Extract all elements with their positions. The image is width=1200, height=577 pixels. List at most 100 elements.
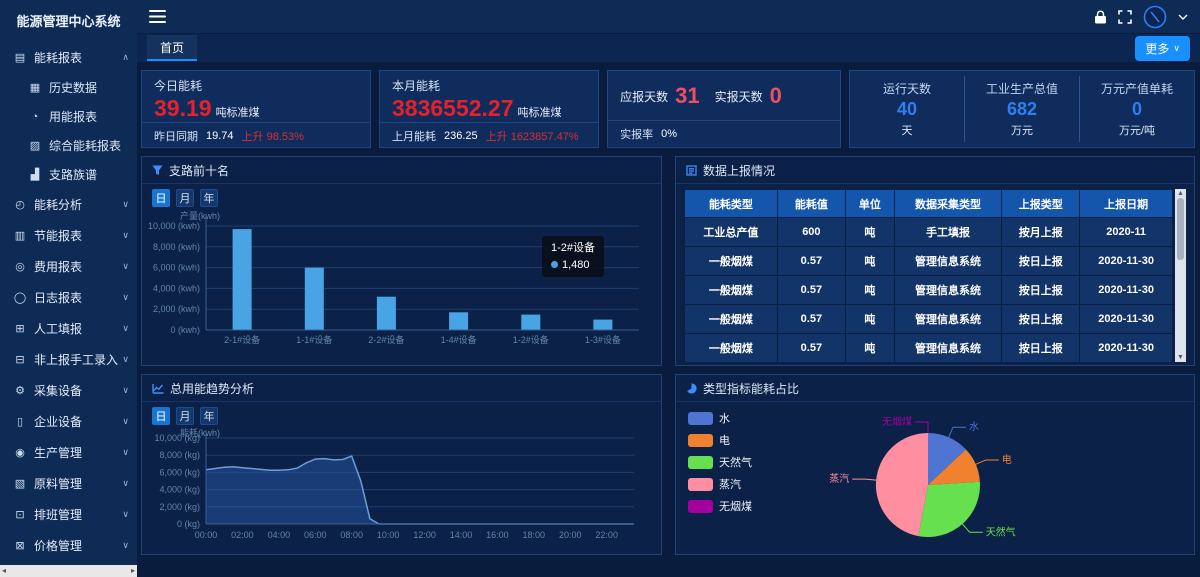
table-vertical-scrollbar[interactable]: ▲ ▼ [1175, 189, 1186, 362]
sidebar-subitem-用能报表[interactable]: ◔ 用能报表 [0, 102, 137, 131]
period-tab-年[interactable]: 年 [200, 407, 218, 425]
sidebar-item-价格管理[interactable]: ⊠ 价格管理 ∨ [0, 530, 137, 561]
scroll-left-arrow-icon[interactable]: ◂ [2, 566, 7, 575]
scroll-right-arrow-icon[interactable]: ▸ [130, 566, 135, 575]
pie-label-无烟煤: 无烟煤 [882, 415, 912, 428]
kpi-card-stats: 运行天数 40 天 工业生产总值 682 万元 万元产值单耗 0 万元/吨 [849, 70, 1195, 148]
panel-energy-share: 类型指标能耗占比 水电天然气 蒸汽 无烟煤 水电天然气 蒸汽 无烟煤 [675, 374, 1195, 555]
avatar[interactable] [1143, 5, 1167, 29]
sidebar-item-label: 排班管理 [34, 508, 83, 522]
bar-2-1#设备[interactable] [232, 229, 252, 330]
sidebar-item-日志报表[interactable]: ◯ 日志报表 ∨ [0, 282, 137, 313]
period-tab-日[interactable]: 日 [152, 407, 170, 425]
report-rate-value: 0% [661, 128, 678, 140]
period-tab-月[interactable]: 月 [176, 407, 194, 425]
sidebar-item-能耗分析[interactable]: ◴ 能耗分析 ∨ [0, 189, 137, 220]
svg-text:6,000 (kwh): 6,000 (kwh) [153, 263, 200, 273]
kpi-value: 3836552.27 [391, 95, 514, 121]
period-tab-年[interactable]: 年 [200, 189, 218, 207]
panel-title-text: 总用能趋势分析 [170, 381, 255, 396]
table-row[interactable]: 一般烟煤 0.57 吨管理信息系统 按日上报 2020-11-30 [684, 304, 1173, 334]
sidebar-item-企业设备[interactable]: ▯ 企业设备 ∨ [0, 406, 137, 437]
pie-slice-蒸汽[interactable] [875, 432, 928, 537]
bar-2-2#设备[interactable] [376, 296, 396, 330]
filter-icon [152, 165, 163, 176]
legend-item-电[interactable]: 电 [688, 432, 752, 448]
sidebar-item-label: 节能报表 [34, 229, 83, 243]
report-rate-label: 实报率 [620, 129, 654, 141]
fullscreen-icon[interactable] [1118, 9, 1132, 24]
chevron-down-icon[interactable] [1178, 14, 1188, 20]
sidebar-subitem-支路族谱[interactable]: ▟ 支路族谱 [0, 160, 137, 189]
legend-item-蒸汽[interactable]: 蒸汽 [688, 476, 752, 492]
scrollbar-thumb[interactable] [1177, 198, 1184, 260]
sidebar-item-排班管理[interactable]: ⊡ 排班管理 ∨ [0, 499, 137, 530]
scroll-up-arrow-icon[interactable]: ▲ [1177, 190, 1184, 197]
sidebar-item-费用报表[interactable]: ◎ 费用报表 ∨ [0, 251, 137, 282]
svg-text:14:00: 14:00 [450, 530, 473, 540]
legend-item-天然气[interactable]: 天然气 [688, 454, 752, 470]
tab-home[interactable]: 首页 [147, 35, 198, 61]
sidebar-item-label: 生产管理 [34, 446, 83, 460]
report-actual-value: 0 [769, 83, 782, 108]
table-header-能耗类型: 能耗类型 [684, 189, 778, 218]
svg-text:2-1#设备: 2-1#设备 [224, 334, 260, 345]
lock-icon[interactable] [1094, 10, 1107, 24]
table-row[interactable]: 一般烟煤 0.57 吨管理信息系统 按日上报 2020-11-30 [684, 275, 1173, 305]
clipboard-icon [686, 164, 697, 176]
sidebar-item-生产管理[interactable]: ◉ 生产管理 ∨ [0, 437, 137, 468]
chevron-down-icon: ∨ [122, 540, 129, 550]
bar-1-1#设备[interactable] [304, 267, 324, 330]
kpi-footer-delta: 上升 98.53% [241, 131, 304, 144]
sidebar-item-原料管理[interactable]: ▧ 原料管理 ∨ [0, 468, 137, 499]
sidebar-subitem-综合能耗报表[interactable]: ▨ 综合能耗报表 [0, 131, 137, 160]
pie-slice-天然气[interactable] [918, 481, 981, 538]
bar-chart-svg: 0 (kwh) 2,000 (kwh) 4,000 (kwh) 6,000 (kwh)… [148, 210, 639, 345]
sidebar-item-采集设备[interactable]: ⚙ 采集设备 ∨ [0, 375, 137, 406]
sidebar-subitem-label: 用能报表 [49, 110, 98, 124]
table-header-能耗值: 能耗值 [776, 189, 847, 218]
pie-chart: 水电天然气 蒸汽 无烟煤 水电天然气 蒸汽 无烟煤 [676, 402, 1194, 554]
sidebar-subitem-历史数据[interactable]: ▦ 历史数据 [0, 73, 137, 102]
svg-text:2-2#设备: 2-2#设备 [368, 334, 404, 345]
pie-slice-电[interactable] [928, 449, 980, 485]
svg-text:0 (kwh): 0 (kwh) [170, 325, 200, 335]
bar-chart: 0 (kwh) 2,000 (kwh) 4,000 (kwh) 6,000 (kwh)… [142, 210, 661, 365]
sidebar-menu: ▤ 能耗报表 ∧ ▦ 历史数据 ◔ 用能报表 ▨ 综合能耗报表 ▟ 支路族谱 ◴ 能耗分析 ∨ ▥ 节能报表 ∨… [0, 42, 137, 561]
bar-1-3#设备[interactable] [593, 319, 613, 330]
svg-text:1-2#设备: 1-2#设备 [513, 334, 549, 345]
bar-1-4#设备[interactable] [449, 312, 469, 330]
legend-item-水[interactable]: 水 [688, 410, 752, 426]
chevron-down-icon: ∨ [122, 416, 129, 426]
sidebar-item-能耗报表[interactable]: ▤ 能耗报表 ∧ [0, 42, 137, 73]
sidebar-item-节能报表[interactable]: ▥ 节能报表 ∨ [0, 220, 137, 251]
legend-label: 水 [719, 413, 730, 425]
sidebar-item-label: 费用报表 [34, 260, 83, 274]
more-button[interactable]: 更多 ∨ [1135, 35, 1190, 61]
scroll-down-arrow-icon[interactable]: ▼ [1177, 354, 1184, 361]
kpi-card-today-energy: 今日能耗 39.19 吨标准煤 昨日同期 19.74 上升 98.53% [141, 70, 371, 148]
sidebar-item-非上报手工录入[interactable]: ⊟ 非上报手工录入 ∨ [0, 344, 137, 375]
hamburger-menu-icon[interactable] [149, 10, 166, 23]
svg-text:22:00: 22:00 [595, 530, 618, 540]
period-tab-月[interactable]: 月 [176, 189, 194, 207]
pie-chart-icon [686, 382, 697, 394]
energy-report-icon: ▤ [14, 52, 26, 64]
sidebar-item-人工填报[interactable]: ⊞ 人工填报 ∨ [0, 313, 137, 344]
offline-entry-icon: ⊟ [15, 354, 25, 366]
legend-item-无烟煤[interactable]: 无烟煤 [688, 498, 752, 514]
sidebar-horizontal-scrollbar[interactable]: ◂ ▸ [0, 565, 137, 577]
pie-slice-水[interactable] [928, 433, 966, 485]
svg-text:6,000 (kg): 6,000 (kg) [159, 467, 200, 477]
production-icon: ◉ [15, 447, 25, 459]
pie-label-电: 电 [1002, 453, 1012, 466]
legend-swatch [688, 499, 713, 513]
table-row[interactable]: 一般烟煤 0.57 吨管理信息系统 按日上报 2020-11-30 [684, 333, 1173, 362]
period-tab-日[interactable]: 日 [152, 189, 170, 207]
chevron-down-icon: ∨ [122, 261, 129, 271]
table-row[interactable]: 工业总产值 600 吨手工填报 按月上报 2020-11 [684, 217, 1173, 247]
bar-1-2#设备[interactable] [521, 314, 541, 330]
price-icon: ⊠ [15, 540, 25, 552]
stat-running-days: 运行天数 40 天 [883, 82, 932, 137]
table-row[interactable]: 一般烟煤 0.57 吨管理信息系统 按日上报 2020-11-30 [684, 246, 1173, 276]
